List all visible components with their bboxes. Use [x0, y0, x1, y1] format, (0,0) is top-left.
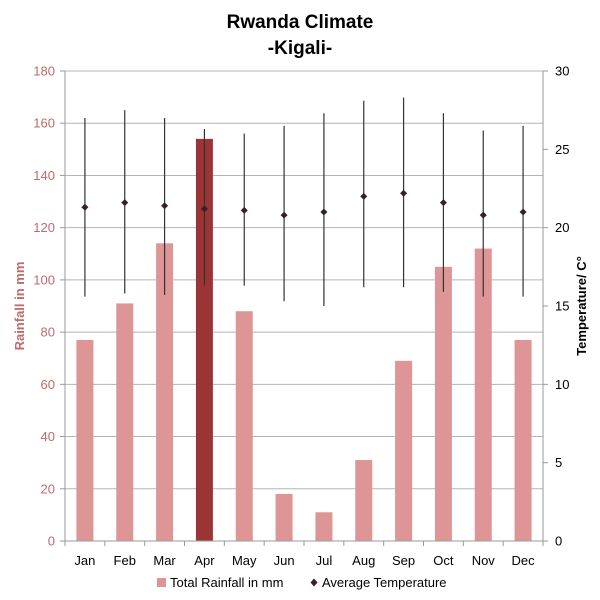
- y-tick-label-right: 25: [555, 142, 569, 157]
- y-tick-label-left: 20: [41, 481, 55, 496]
- y-tick-label-left: 0: [48, 534, 55, 549]
- rainfall-bar-sep: [395, 360, 413, 541]
- legend-label-temperature: Average Temperature: [322, 575, 447, 590]
- temperature-point-apr: [200, 205, 208, 213]
- legend: Total Rainfall in mm Average Temperature: [157, 575, 447, 590]
- legend-label-rainfall: Total Rainfall in mm: [170, 575, 283, 590]
- temperature-point-nov: [479, 211, 487, 219]
- rainfall-bar-nov: [474, 248, 492, 542]
- x-tick-label: Dec: [512, 553, 536, 568]
- rainfall-bar-jun: [275, 494, 293, 541]
- y-tick-label-left: 160: [33, 116, 55, 131]
- y-tick-label-left: 180: [33, 64, 55, 79]
- temperature-point-sep: [400, 189, 408, 197]
- x-tick-label: Oct: [433, 553, 454, 568]
- chart-subtitle: -Kigali-: [268, 38, 332, 59]
- rainfall-bar-jul: [315, 512, 333, 541]
- x-tick-label: Apr: [194, 553, 215, 568]
- temperature-point-jun: [280, 211, 288, 219]
- temperature-point-jul: [320, 208, 328, 216]
- y-tick-label-right: 5: [555, 455, 562, 470]
- temperature-point-mar: [161, 202, 169, 210]
- gridlines: [65, 70, 543, 490]
- temperature-point-may: [240, 206, 248, 214]
- temperature-point-jan: [81, 203, 89, 211]
- x-tick-label: Feb: [114, 553, 136, 568]
- temperature-point-aug: [360, 192, 368, 200]
- temperature-point-dec: [519, 208, 527, 216]
- x-tick-label: Mar: [153, 553, 176, 568]
- rainfall-bar-dec: [514, 339, 532, 541]
- rainfall-bar-feb: [116, 303, 134, 541]
- y-tick-label-left: 40: [41, 429, 55, 444]
- y-tick-label-right: 10: [555, 377, 569, 392]
- rainfall-bar-jan: [76, 339, 94, 541]
- rainfall-bar-apr: [195, 138, 213, 541]
- temperature-point-feb: [121, 199, 129, 207]
- rainfall-bar-oct: [434, 266, 452, 541]
- x-tick-label: Jul: [316, 553, 333, 568]
- y-tick-label-left: 80: [41, 325, 55, 340]
- rainfall-bars: [76, 138, 532, 542]
- y-tick-label-left: 60: [41, 377, 55, 392]
- x-tick-label: Aug: [352, 553, 375, 568]
- x-tick-label: Jun: [274, 553, 295, 568]
- tick-labels: 0 20 40 60 80 100 120 140 160 180 0 5 10 15 20 25 30 Jan F…: [33, 64, 569, 569]
- y-axis-label-left: Rainfall in mm: [12, 262, 27, 351]
- y-tick-label-right: 15: [555, 299, 569, 314]
- rainfall-bar-aug: [355, 460, 373, 541]
- y-tick-label-right: 0: [555, 534, 562, 549]
- legend-marker-temperature: [310, 578, 318, 587]
- x-tick-label: Nov: [472, 553, 496, 568]
- chart-title: Rwanda Climate: [227, 12, 374, 33]
- rainfall-bar-mar: [156, 243, 174, 542]
- y-tick-label-right: 30: [555, 64, 569, 79]
- y-tick-label-left: 100: [33, 272, 55, 287]
- x-tick-label: Sep: [392, 553, 415, 568]
- temperature-series: [81, 97, 527, 306]
- y-tick-label-left: 140: [33, 168, 55, 183]
- axes: [60, 70, 548, 546]
- x-tick-label: May: [232, 553, 257, 568]
- rainfall-bar-may: [235, 311, 253, 541]
- y-tick-label-left: 120: [33, 220, 55, 235]
- y-axis-label-right: Temperature/ C°: [574, 256, 589, 356]
- x-tick-label: Jan: [74, 553, 95, 568]
- temperature-point-oct: [439, 199, 447, 207]
- legend-swatch-rainfall: [157, 578, 166, 587]
- y-tick-label-right: 20: [555, 220, 569, 235]
